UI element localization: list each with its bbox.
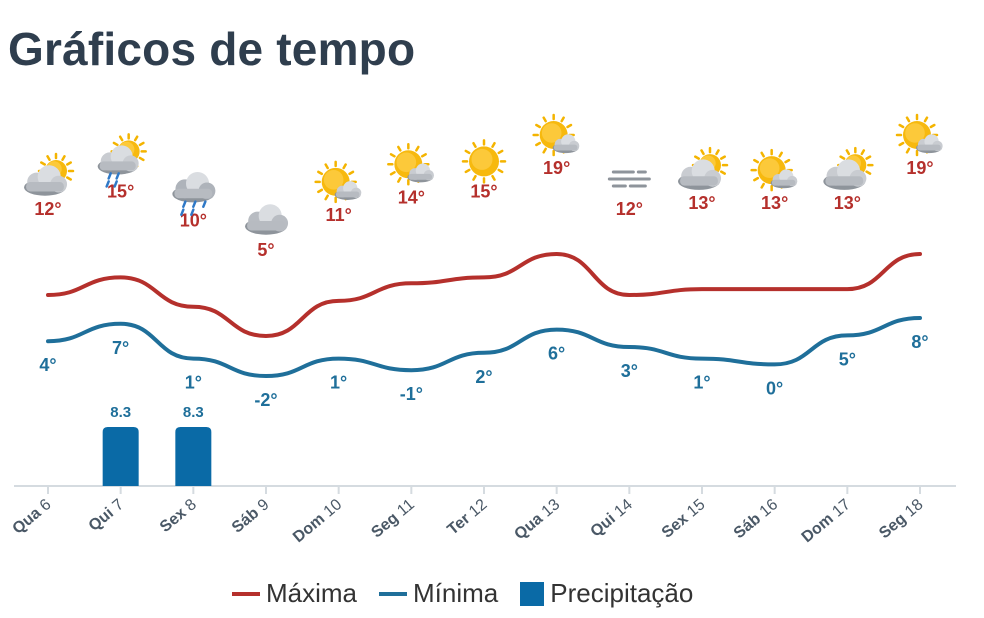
min-temp-label: 6° xyxy=(548,344,565,364)
max-temp-label: 11° xyxy=(326,205,352,225)
legend-label-min: Mínima xyxy=(413,578,499,608)
chart-legend: Máxima Mínima Precipitação xyxy=(232,578,715,609)
legend-item-precip[interactable]: Precipitação xyxy=(520,578,693,609)
max-temp-label: 10° xyxy=(180,211,207,231)
max-temp-label: 12° xyxy=(616,199,643,219)
max-temp-label: 5° xyxy=(257,240,274,260)
legend-item-max[interactable]: Máxima xyxy=(232,578,357,609)
precip-label: 8.3 xyxy=(183,404,204,421)
max-temp-label: 15° xyxy=(107,181,134,201)
sun-icon xyxy=(461,139,507,184)
x-tick-label: Ter 12 xyxy=(444,496,490,539)
x-tick-label: Qua 13 xyxy=(511,496,563,543)
max-temp-label: 14° xyxy=(398,187,425,207)
legend-swatch-max xyxy=(232,591,260,596)
mostly-sunny-icon xyxy=(895,113,943,157)
mostly-sunny-icon xyxy=(387,143,434,186)
legend-item-min[interactable]: Mínima xyxy=(379,578,498,609)
mostly-sunny-icon xyxy=(314,160,362,204)
x-tick-label: Seg 18 xyxy=(876,496,927,542)
min-temp-label: 0° xyxy=(766,378,783,398)
min-temp-label: 3° xyxy=(621,361,638,381)
legend-label-max: Máxima xyxy=(266,578,358,608)
min-temp-label: 4° xyxy=(39,355,56,375)
legend-swatch-min xyxy=(379,591,408,596)
partly-cloudy-icon xyxy=(24,152,75,196)
max-temp-label: 13° xyxy=(761,193,788,213)
legend-label-precip: Precipitação xyxy=(550,578,694,608)
max-temp-label: 13° xyxy=(688,193,715,213)
max-temp-label: 15° xyxy=(470,181,497,201)
max-temp-line xyxy=(46,251,922,339)
rain-sun-icon xyxy=(97,133,147,188)
legend-swatch-precip xyxy=(520,581,545,606)
x-tick-label: Sáb 16 xyxy=(731,496,782,542)
weather-chart: 8.3 8.3 12° 15° 10° 5° 11° 14° 15° 19° 12° 13° 13° 13… xyxy=(10,113,956,546)
min-temp-label: 8° xyxy=(911,332,928,352)
rain-cloud-icon xyxy=(172,171,216,216)
x-tick-label: Sex 15 xyxy=(659,496,709,542)
max-temp-label: 13° xyxy=(834,193,861,213)
mostly-sunny-icon xyxy=(532,113,580,157)
max-temp-label: 19° xyxy=(906,158,933,178)
partly-cloudy-icon xyxy=(678,146,729,190)
x-tick-label: Sex 8 xyxy=(157,496,200,536)
x-tick-label: Dom 10 xyxy=(290,496,345,546)
mostly-sunny-icon xyxy=(750,148,798,192)
min-temp-label: 1° xyxy=(330,373,347,393)
min-temp-label: 1° xyxy=(185,373,202,393)
max-temp-label: 12° xyxy=(34,199,61,219)
max-temp-label: 19° xyxy=(543,158,570,178)
min-temp-line xyxy=(46,316,922,379)
min-temp-label: 7° xyxy=(112,338,129,358)
fog-icon xyxy=(607,170,651,188)
min-temp-label: 1° xyxy=(693,373,710,393)
min-temp-label: -2° xyxy=(254,390,277,410)
x-tick-label: Qua 6 xyxy=(10,496,55,538)
partly-cloudy-icon xyxy=(823,146,874,190)
min-temp-label: 2° xyxy=(475,367,492,387)
min-temp-label: 5° xyxy=(839,349,856,369)
cloud-icon xyxy=(245,204,289,235)
page-title: Gráficos de tempo xyxy=(8,23,416,75)
min-temp-label: -1° xyxy=(400,384,423,404)
x-tick-label: Seg 11 xyxy=(368,496,418,541)
x-tick-label: Qui 7 xyxy=(86,496,128,535)
precip-label: 8.3 xyxy=(110,404,131,421)
x-tick-label: Dom 17 xyxy=(799,496,854,546)
precip-bar xyxy=(175,427,212,486)
x-tick-label: Qui 14 xyxy=(588,496,636,541)
x-tick-label: Sáb 9 xyxy=(229,496,273,537)
precip-bar xyxy=(102,427,139,486)
